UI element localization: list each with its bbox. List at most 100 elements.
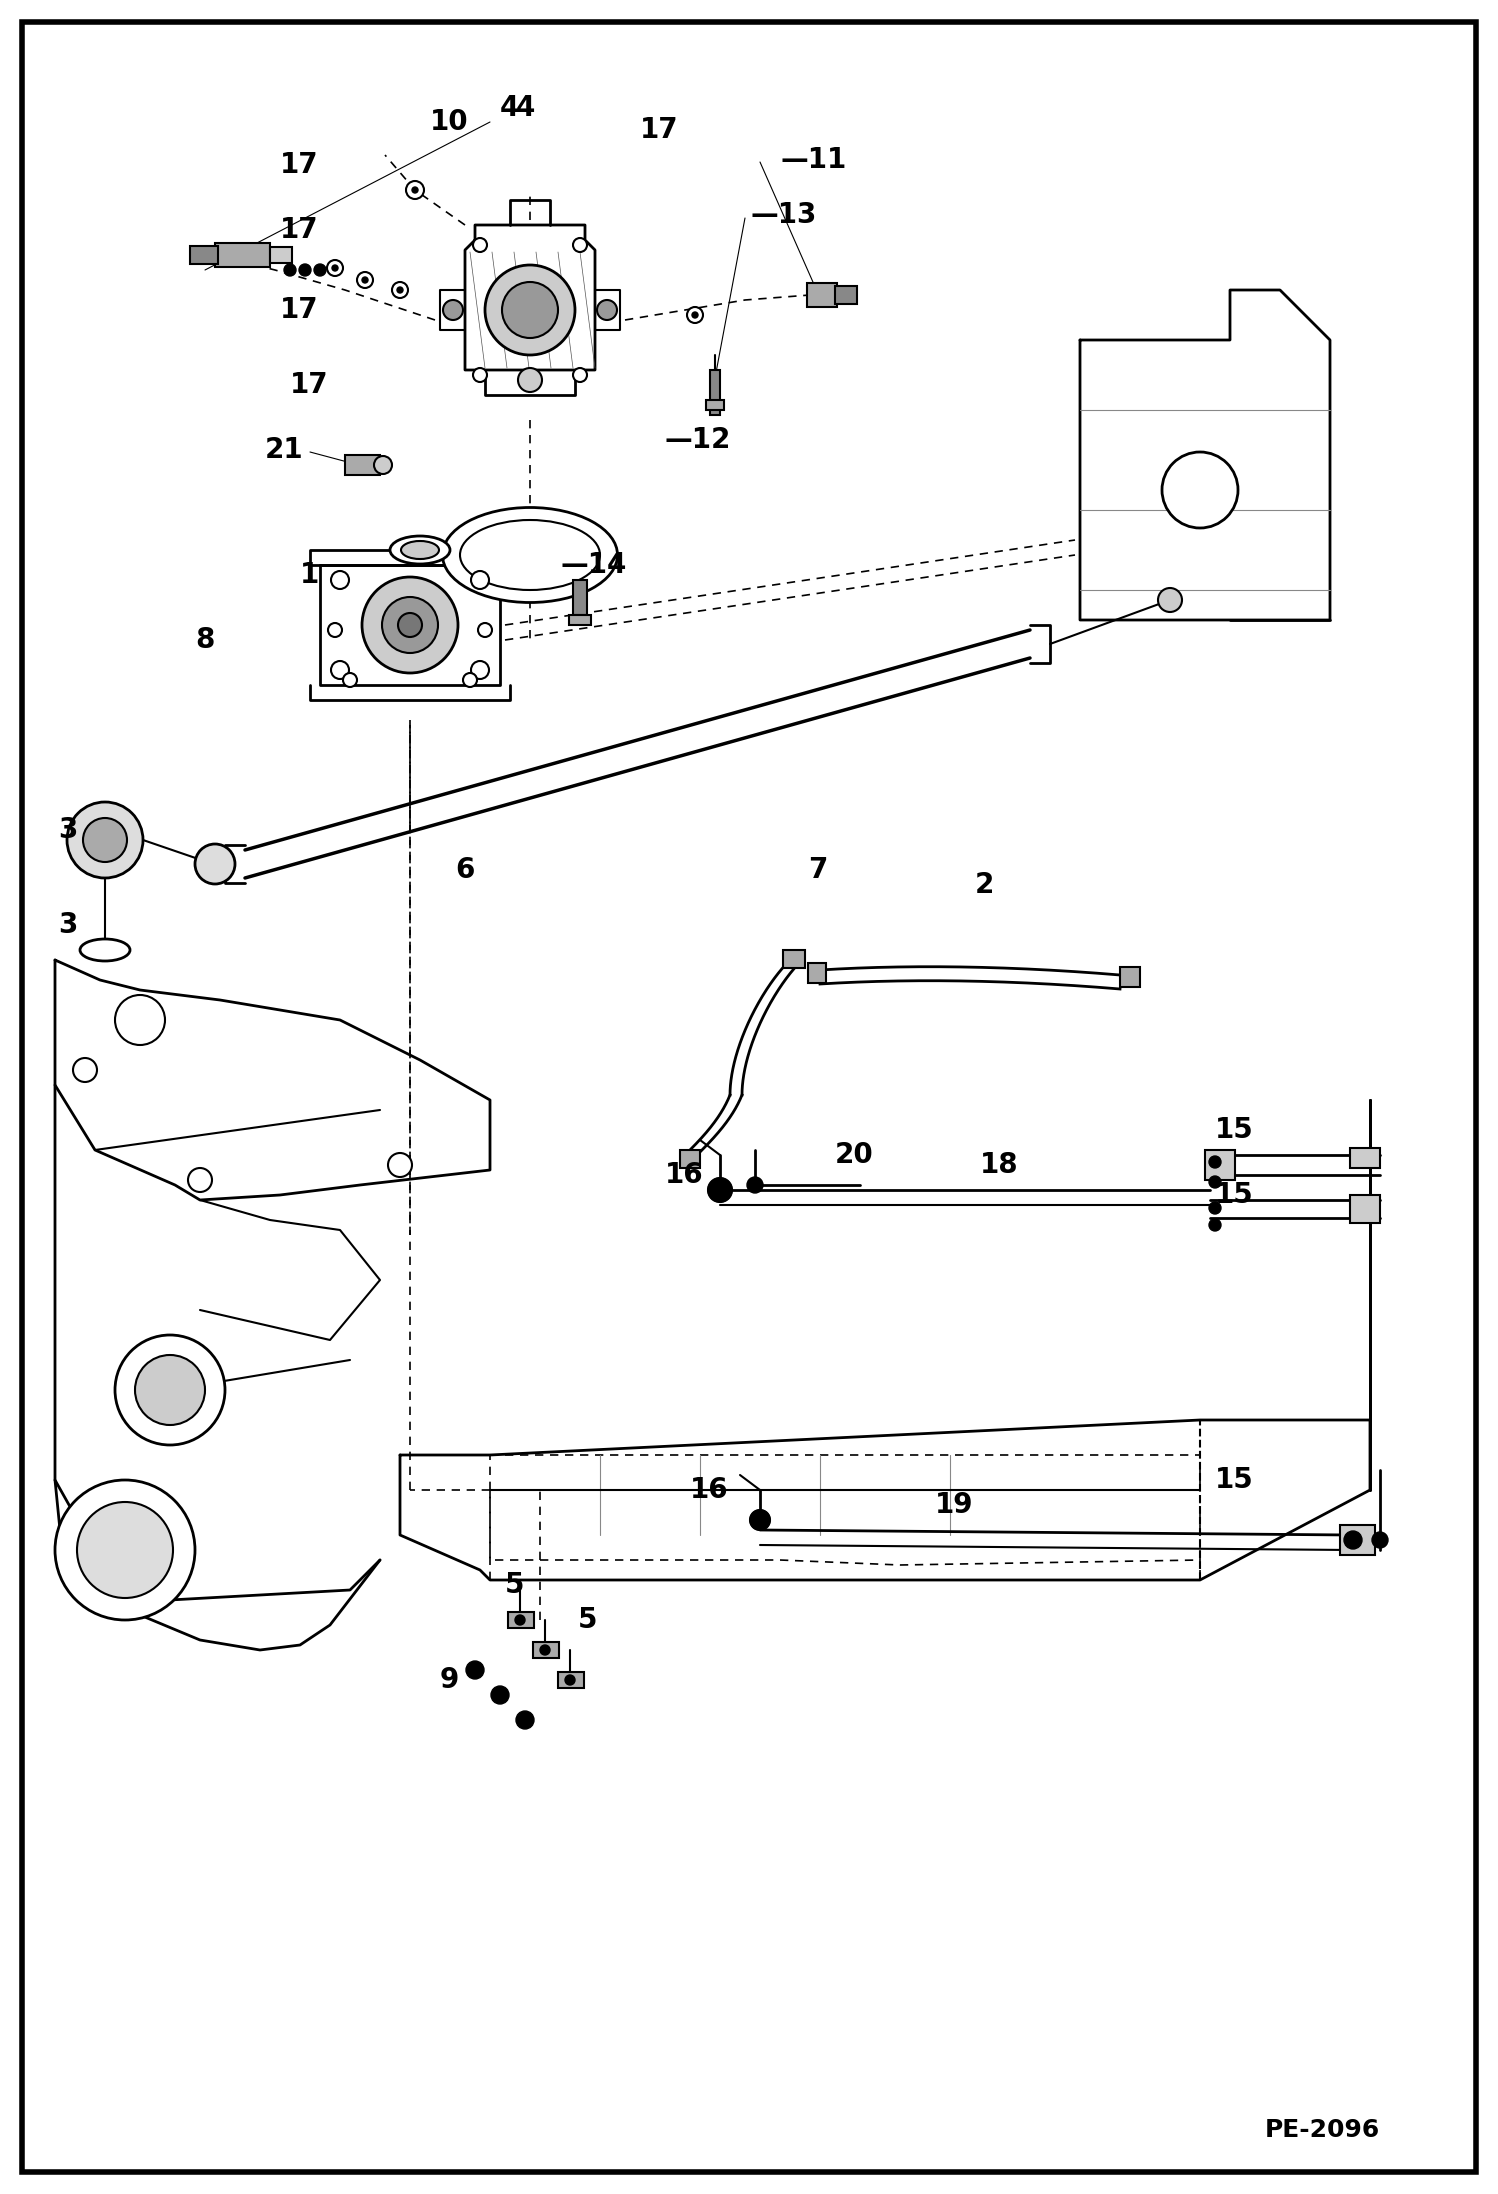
Circle shape [750, 1509, 770, 1529]
Bar [533, 1641, 559, 1659]
Text: 1: 1 [300, 562, 319, 588]
Circle shape [709, 1178, 733, 1202]
Bar [1341, 1525, 1375, 1556]
Circle shape [688, 307, 703, 323]
Bar [1121, 968, 1140, 987]
Text: 18: 18 [980, 1152, 1019, 1178]
Circle shape [406, 180, 424, 200]
Bar [807, 283, 837, 307]
Circle shape [328, 623, 342, 636]
Bar [508, 1613, 533, 1628]
Circle shape [515, 1615, 524, 1626]
Text: 4: 4 [515, 94, 535, 123]
Ellipse shape [195, 845, 235, 884]
Circle shape [478, 623, 491, 636]
Text: 4: 4 [500, 94, 520, 123]
Circle shape [67, 803, 142, 878]
Circle shape [412, 186, 418, 193]
Bar [710, 371, 721, 415]
Circle shape [315, 263, 327, 276]
Circle shape [518, 369, 542, 393]
Circle shape [598, 301, 617, 320]
Circle shape [333, 265, 339, 272]
Circle shape [1162, 452, 1237, 529]
Text: —11: —11 [780, 147, 846, 173]
Circle shape [1209, 1220, 1221, 1231]
Text: PE-2096: PE-2096 [1264, 2117, 1380, 2141]
Circle shape [750, 1509, 770, 1529]
Text: —13: —13 [750, 202, 816, 228]
Circle shape [1209, 1156, 1221, 1167]
Text: 17: 17 [280, 296, 319, 325]
Circle shape [115, 996, 165, 1044]
Circle shape [327, 261, 343, 276]
Circle shape [398, 612, 422, 636]
Circle shape [363, 577, 458, 674]
Circle shape [470, 570, 488, 588]
Text: 10: 10 [430, 108, 469, 136]
Bar [1350, 1147, 1380, 1167]
Circle shape [443, 301, 463, 320]
Circle shape [300, 263, 312, 276]
Circle shape [374, 456, 392, 474]
Text: 5: 5 [578, 1606, 598, 1635]
Circle shape [491, 1685, 509, 1705]
Circle shape [470, 660, 488, 678]
Ellipse shape [401, 542, 439, 559]
Circle shape [1372, 1531, 1389, 1549]
Bar [1350, 1196, 1380, 1222]
Text: 19: 19 [935, 1492, 974, 1518]
Text: —12: —12 [665, 426, 731, 454]
Circle shape [382, 597, 437, 654]
Text: 3: 3 [58, 911, 78, 939]
Text: —14: —14 [560, 551, 626, 579]
Bar [557, 1672, 584, 1687]
Bar [190, 246, 219, 263]
Text: 21: 21 [265, 437, 304, 463]
Circle shape [1209, 1176, 1221, 1187]
Bar [834, 285, 857, 305]
Circle shape [331, 660, 349, 678]
Text: 16: 16 [665, 1161, 704, 1189]
Circle shape [189, 1167, 213, 1191]
Circle shape [357, 272, 373, 287]
Ellipse shape [460, 520, 601, 590]
Text: 17: 17 [640, 116, 679, 145]
Circle shape [473, 237, 487, 252]
Bar [216, 244, 270, 268]
Circle shape [392, 283, 407, 298]
Bar [270, 248, 292, 263]
Text: 20: 20 [834, 1141, 873, 1169]
Circle shape [285, 263, 297, 276]
Circle shape [343, 674, 357, 687]
Circle shape [539, 1646, 550, 1654]
Circle shape [115, 1334, 225, 1446]
Circle shape [574, 237, 587, 252]
Circle shape [502, 283, 557, 338]
Text: 15: 15 [1215, 1180, 1254, 1209]
Text: 8: 8 [195, 625, 214, 654]
Circle shape [388, 1154, 412, 1176]
Circle shape [574, 369, 587, 382]
Ellipse shape [79, 939, 130, 961]
Circle shape [485, 265, 575, 355]
Circle shape [1344, 1531, 1362, 1549]
Text: 15: 15 [1215, 1117, 1254, 1143]
Text: 16: 16 [691, 1477, 728, 1505]
Circle shape [709, 1178, 733, 1202]
Text: 17: 17 [280, 151, 319, 180]
Circle shape [1209, 1202, 1221, 1213]
Circle shape [473, 369, 487, 382]
Circle shape [73, 1058, 97, 1082]
Bar [706, 399, 724, 410]
Text: 17: 17 [291, 371, 328, 399]
Text: 6: 6 [455, 856, 475, 884]
Ellipse shape [389, 535, 449, 564]
Bar [807, 963, 825, 983]
Circle shape [463, 674, 476, 687]
Circle shape [363, 276, 369, 283]
Circle shape [135, 1356, 205, 1424]
Text: 5: 5 [505, 1571, 524, 1599]
Circle shape [748, 1176, 762, 1194]
Circle shape [76, 1503, 172, 1597]
